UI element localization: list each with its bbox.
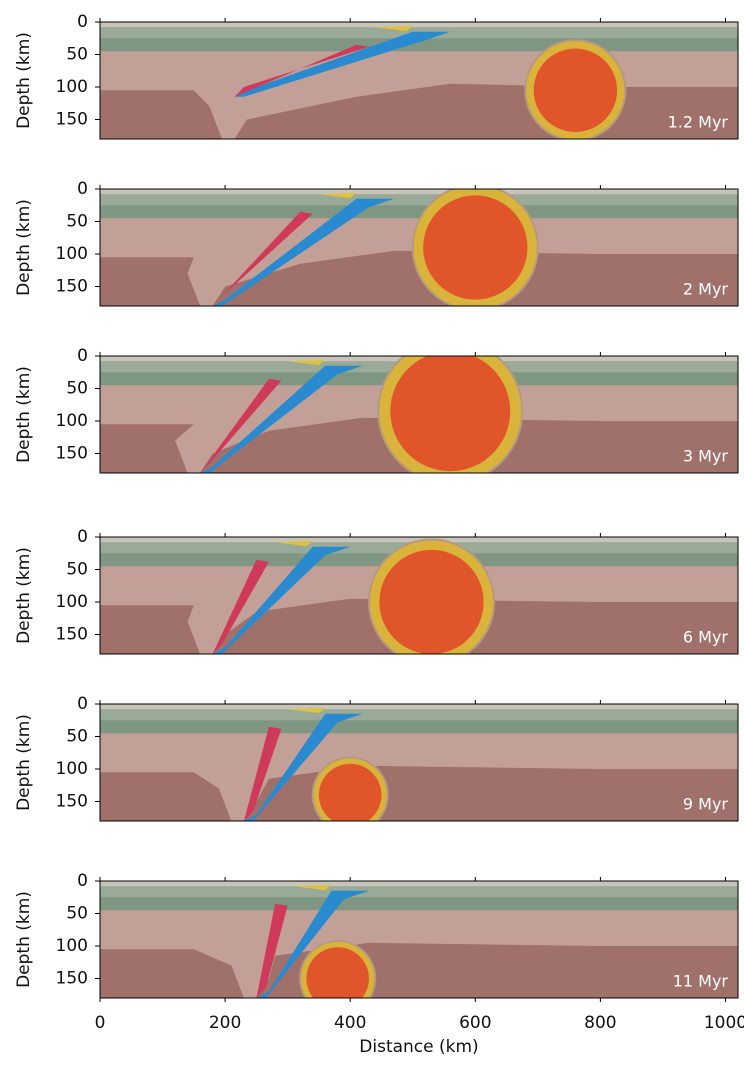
y-tick-label: 0 (77, 527, 88, 547)
panel: 0 50 100 150 Depth (km) 9 Myr (14, 694, 738, 833)
sediment (100, 22, 738, 27)
panel: 0 50 100 150 Depth (km) 6 Myr (14, 527, 738, 665)
y-tick-label: 50 (66, 727, 88, 747)
figure: 0 50 100 150 Depth (km) 1.2 Myr 0 50 100 150 Depth… (0, 0, 744, 1069)
time-label: 6 Myr (683, 628, 729, 647)
x-tick-label: 1000 (704, 1013, 744, 1033)
x-axis-label: Distance (km) (359, 1037, 478, 1057)
panel: 0 50 100 150 0 200 400 600 800 1000 Depth (km) 11 M… (14, 871, 744, 1057)
x-tick-label: 800 (584, 1013, 616, 1033)
y-tick-label: 150 (56, 792, 88, 812)
y-tick-label: 100 (56, 936, 88, 956)
y-tick-label: 100 (56, 411, 88, 431)
y-tick-label: 50 (66, 379, 88, 399)
y-tick-label: 50 (66, 904, 88, 924)
model-image (100, 185, 738, 310)
time-label: 2 Myr (683, 280, 729, 299)
panel: 0 50 100 150 Depth (km) 2 Myr (14, 179, 738, 310)
y-tick-label: 150 (56, 277, 88, 297)
y-tick-label: 150 (56, 969, 88, 989)
x-tick-label: 200 (209, 1013, 241, 1033)
y-tick-label: 150 (56, 110, 88, 130)
sediment (100, 704, 738, 709)
y-tick-label: 100 (56, 592, 88, 612)
model-image (100, 339, 738, 483)
time-label: 11 Myr (673, 972, 729, 991)
y-tick-label: 100 (56, 77, 88, 97)
y-tick-label: 0 (77, 179, 88, 199)
y-axis-label: Depth (km) (14, 547, 34, 644)
sediment (100, 189, 738, 194)
y-axis-label: Depth (km) (14, 891, 34, 988)
y-tick-label: 0 (77, 871, 88, 891)
y-tick-label: 50 (66, 560, 88, 580)
y-tick-label: 0 (77, 12, 88, 32)
panel: 0 50 100 150 Depth (km) 3 Myr (14, 339, 738, 483)
y-axis-label: Depth (km) (14, 199, 34, 296)
model-image (100, 22, 738, 140)
y-tick-label: 150 (56, 625, 88, 645)
y-tick-label: 0 (77, 346, 88, 366)
time-label: 9 Myr (683, 795, 729, 814)
model-image (100, 704, 738, 833)
time-label: 1.2 Myr (668, 113, 729, 132)
x-tick-label: 600 (459, 1013, 491, 1033)
x-tick-label: 400 (334, 1013, 366, 1033)
plume-core (379, 550, 483, 654)
y-axis-label: Depth (km) (14, 714, 34, 811)
model-image (100, 537, 738, 665)
plume-core (319, 764, 382, 827)
plume-core (306, 947, 369, 1010)
x-tick-label: 0 (95, 1013, 106, 1033)
y-tick-label: 0 (77, 694, 88, 714)
sediment (100, 881, 738, 886)
model-image (100, 881, 738, 1016)
y-axis-label: Depth (km) (14, 32, 34, 129)
y-tick-label: 100 (56, 244, 88, 264)
y-tick-label: 100 (56, 759, 88, 779)
plume-core (423, 195, 527, 299)
plume-core (390, 351, 510, 471)
y-tick-label: 50 (66, 45, 88, 65)
y-axis-label: Depth (km) (14, 366, 34, 463)
plume-core (534, 49, 617, 132)
y-tick-label: 50 (66, 212, 88, 232)
panel: 0 50 100 150 Depth (km) 1.2 Myr (14, 12, 738, 140)
y-tick-label: 150 (56, 444, 88, 464)
time-label: 3 Myr (683, 447, 729, 466)
